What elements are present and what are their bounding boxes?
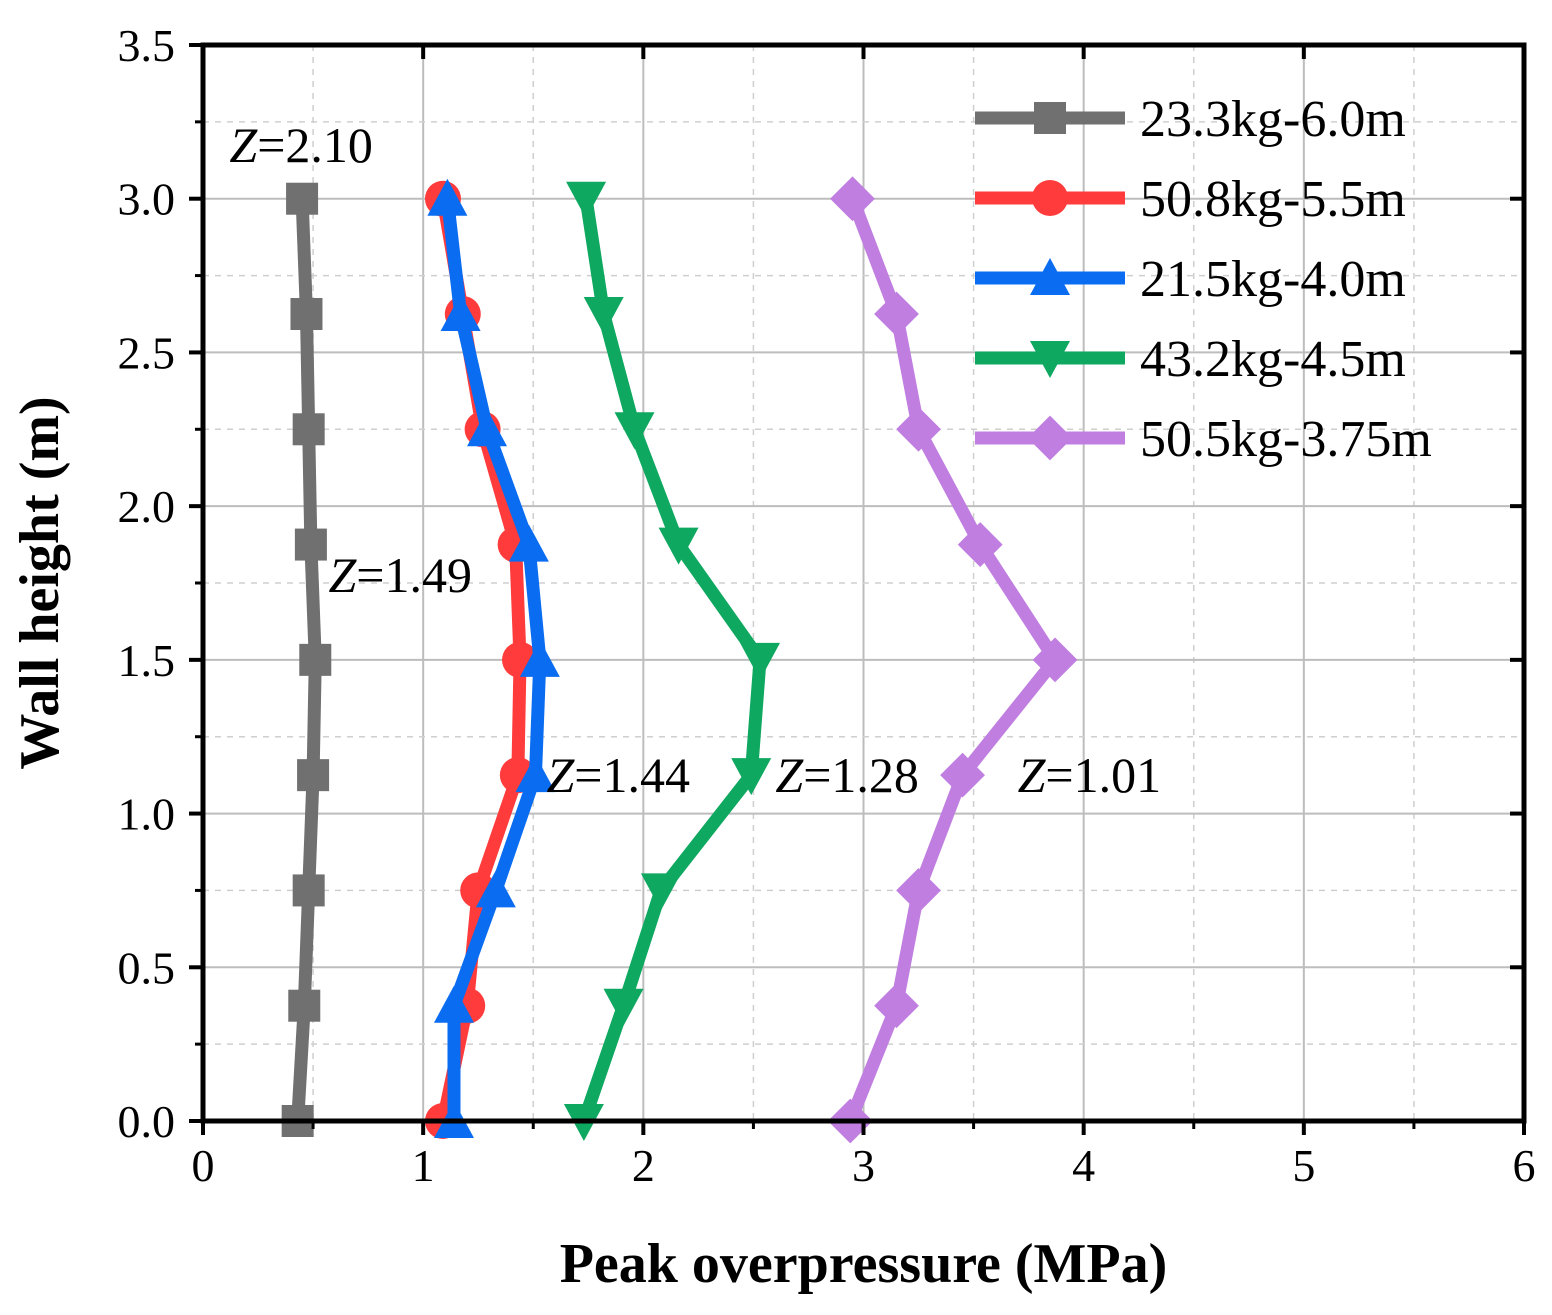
y-tick-label: 0.5 (118, 942, 176, 993)
legend-label: 21.5kg-4.0m (1140, 251, 1406, 308)
data-point-triangle-up (467, 409, 508, 447)
z-symbol: Z (328, 547, 357, 603)
data-point-triangle-up (508, 524, 549, 562)
y-tick-label: 1.0 (118, 789, 176, 840)
z-symbol: Z (229, 117, 258, 173)
data-point-triangle-down (583, 297, 624, 334)
z-annotation: Z=1.49 (328, 547, 472, 603)
legend: 23.3kg-6.0m 50.8kg-5.5m 21.5kg-4.0m 43.2kg-… (975, 91, 1432, 468)
data-point-diamond (874, 983, 919, 1029)
data-point-triangle-down (566, 181, 607, 219)
data-point-diamond (1032, 637, 1078, 683)
z-value: =2.10 (257, 117, 373, 173)
series-0 (281, 182, 332, 1137)
data-point-square (288, 989, 321, 1022)
data-point-triangle-down (614, 412, 655, 450)
data-point-triangle-up (1030, 258, 1070, 295)
y-axis-title: Wall height (m) (9, 396, 71, 769)
y-tick-label: 3.5 (118, 20, 176, 71)
z-annotation: Z=2.10 (229, 117, 373, 173)
x-tick-label: 4 (1072, 1140, 1095, 1191)
data-point-square (299, 643, 332, 676)
z-value: =1.01 (1045, 747, 1161, 803)
data-point-diamond (1027, 415, 1073, 461)
z-value: =1.28 (803, 747, 919, 803)
data-point-diamond (896, 868, 941, 913)
legend-label: 50.5kg-3.75m (1140, 411, 1432, 468)
annotations: Z=2.10Z=1.49Z=1.44 Z=1.28 Z=1.01 (229, 117, 1161, 803)
data-point-triangle-up (475, 870, 516, 908)
series-4 (827, 176, 1078, 1144)
legend-label: 23.3kg-6.0m (1140, 91, 1406, 148)
data-point-diamond (896, 406, 941, 452)
data-point-square (294, 528, 327, 561)
legend-label: 43.2kg-4.5m (1140, 331, 1406, 388)
data-point-diamond (874, 291, 919, 337)
z-symbol: Z (546, 747, 575, 803)
series-2 (427, 178, 560, 1138)
legend-item-4: 50.5kg-3.75m (975, 411, 1432, 468)
x-tick-label: 0 (192, 1140, 215, 1191)
y-tick-label: 2.0 (118, 481, 176, 532)
series-layer (281, 176, 1078, 1144)
data-point-triangle-down (731, 758, 772, 796)
legend-item-0: 23.3kg-6.0m (975, 91, 1406, 148)
data-point-square (286, 182, 319, 215)
z-annotation: Z=1.28 (775, 747, 919, 803)
data-point-triangle-down (603, 988, 644, 1026)
legend-item-2: 21.5kg-4.0m (975, 251, 1406, 308)
legend-item-1: 50.8kg-5.5m (975, 171, 1406, 228)
y-tick-label: 0.0 (118, 1096, 176, 1147)
series-3 (563, 181, 781, 1141)
z-annotation: Z=1.01 (1018, 747, 1162, 803)
z-symbol: Z (775, 747, 804, 803)
legend-item-3: 43.2kg-4.5m (975, 331, 1406, 388)
x-tick-label: 6 (1513, 1140, 1536, 1191)
data-point-square (290, 298, 323, 330)
x-tick-label: 5 (1292, 1140, 1315, 1191)
z-annotation: Z=1.44 (546, 747, 690, 803)
data-point-triangle-up (427, 178, 468, 216)
data-point-square (1034, 102, 1066, 134)
x-axis-title: Peak overpressure (MPa) (560, 1233, 1168, 1295)
data-point-square (297, 759, 330, 792)
z-value: =1.44 (574, 747, 690, 803)
data-point-triangle-up (433, 985, 474, 1023)
x-tick-label: 1 (412, 1140, 435, 1191)
data-point-triangle-up (515, 755, 556, 793)
data-point-triangle-up (519, 639, 560, 677)
axes: 0 1 2 3 4 5 6 0.0 0.5 1.0 1.5 2.0 2.5 3.0 3.5 (118, 20, 1536, 1191)
x-tick-label: 3 (852, 1140, 875, 1191)
y-tick-label: 1.5 (118, 635, 176, 686)
data-point-square (292, 874, 325, 907)
data-point-diamond (830, 176, 875, 222)
data-point-triangle-up (440, 294, 481, 331)
data-point-circle (1032, 180, 1068, 216)
legend-label: 50.8kg-5.5m (1140, 171, 1406, 228)
data-point-diamond (957, 522, 1003, 567)
data-point-diamond (940, 752, 985, 798)
z-value: =1.49 (356, 547, 472, 603)
data-point-square (292, 413, 325, 446)
y-tick-label: 2.5 (118, 327, 176, 378)
y-tick-label: 3.0 (118, 174, 176, 225)
z-symbol: Z (1018, 747, 1047, 803)
data-point-triangle-down (740, 642, 781, 680)
data-point-triangle-down (1030, 341, 1070, 378)
data-point-triangle-down (640, 873, 681, 911)
data-point-triangle-down (658, 527, 699, 565)
x-tick-label: 2 (632, 1140, 655, 1191)
